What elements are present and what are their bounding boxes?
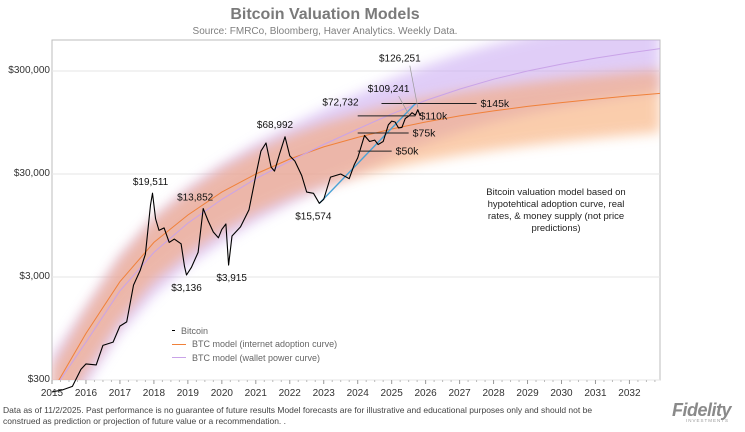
chart-title: Bitcoin Valuation Models [230,6,420,23]
internet-adoption-line [58,92,660,380]
y-tick-label: $300 [27,374,50,385]
y-tick-label: $3,000 [19,271,50,282]
data-label: $3,136 [171,283,202,294]
x-tick-label: 2015 [40,388,64,399]
wallet-power-line [59,48,660,380]
fidelity-logo: Fidelity [671,400,732,420]
data-label: $126,251 [379,54,421,65]
legend-item-wallet-power: BTC model (wallet power curve) [172,351,337,365]
model-note: Bitcoin valuation model based on hypoteh… [486,187,626,234]
x-tick-label: 2025 [380,388,403,399]
data-label: $68,992 [257,120,294,131]
legend-label: BTC model (wallet power curve) [192,352,321,363]
x-tick-label: 2028 [482,388,505,399]
legend-swatch [172,357,186,359]
legend-item-bitcoin: Bitcoin [172,324,337,338]
x-tick-label: 2024 [346,388,369,399]
annotation-leader [409,65,419,108]
annotation-leader [398,96,409,115]
reference-label: $50k [396,146,420,158]
x-tick-label: 2023 [312,388,335,399]
reference-label: $110k [419,110,448,122]
x-tick-label: 2030 [550,388,573,399]
x-tick-label: 2017 [108,388,132,399]
legend-label: Bitcoin [181,325,209,336]
x-tick-label: 2019 [176,388,199,399]
x-tick-label: 2020 [210,388,233,399]
reference-label: $145k [481,98,510,110]
support-trendline [318,103,416,204]
bitcoin-price-line [51,109,421,393]
data-label: $72,732 [322,97,359,108]
data-label: $3,915 [216,273,247,284]
footer-disclaimer: Data as of 11/2/2025. Past performance i… [3,405,593,426]
y-tick-label: $300,000 [8,65,50,76]
internet-adoption-band [52,69,660,380]
data-label: $19,511 [133,177,169,188]
x-tick-label: 2018 [142,388,166,399]
reference-label: $75k [413,128,437,140]
legend-swatch [172,330,175,332]
x-tick-label: 2026 [414,388,437,399]
data-label: $15,574 [295,211,332,222]
x-tick-label: 2031 [584,388,607,399]
fidelity-logo-sub: INVESTMENTS [685,418,729,423]
chart-subtitle: Source: FMRCo, Bloomberg, Haver Analytic… [192,26,458,37]
legend-label: BTC model (internet adoption curve) [192,339,338,350]
x-tick-label: 2032 [618,388,641,399]
x-tick-label: 2022 [278,388,301,399]
x-tick-label: 2027 [448,388,471,399]
y-tick-label: $30,000 [13,168,50,179]
chart-legend: Bitcoin BTC model (internet adoption cur… [172,324,337,365]
data-label: $109,241 [368,84,410,95]
x-tick-label: 2016 [74,388,98,399]
legend-item-internet-adoption: BTC model (internet adoption curve) [172,338,337,352]
data-label: $13,852 [177,193,214,204]
legend-swatch [172,343,186,345]
x-tick-label: 2029 [516,388,539,399]
model-bands [52,40,660,380]
x-tick-label: 2021 [244,388,267,399]
